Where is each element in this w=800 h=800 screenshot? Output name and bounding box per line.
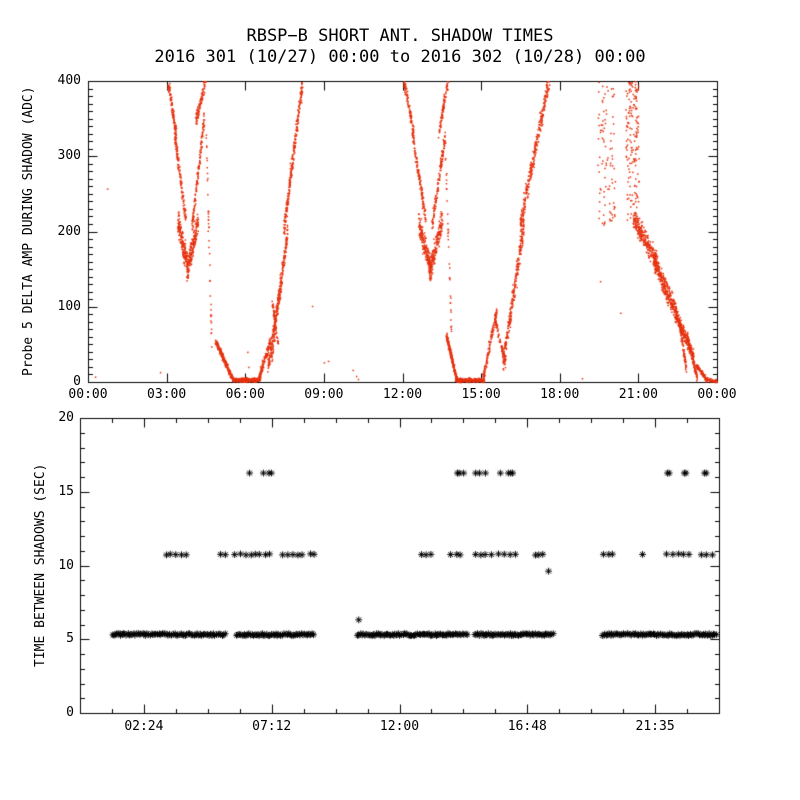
bottom-y-tick-label: 20 <box>58 410 74 425</box>
top-x-tick-label: 15:00 <box>461 387 501 402</box>
bottom-x-tick-label: 16:48 <box>507 719 547 734</box>
top-x-tick-label: 18:00 <box>540 387 580 402</box>
top-panel-y-axis-title: Probe 5 DELTA AMP DURING SHADOW (ADC) <box>21 86 36 377</box>
top-x-tick-label: 00:00 <box>697 387 737 402</box>
top-x-tick-label: 21:00 <box>618 387 658 402</box>
bottom-y-tick-label: 10 <box>58 557 74 573</box>
bottom-panel-y-axis-title: TIME BETWEEN SHADOWS (SEC) <box>33 463 48 668</box>
figure-title: RBSP−B SHORT ANT. SHADOW TIMES <box>246 26 554 46</box>
top-y-tick-label: 300 <box>57 148 81 164</box>
bottom-y-tick-label: 5 <box>66 631 74 647</box>
top-x-tick-label: 06:00 <box>225 387 265 402</box>
bottom-x-tick-label: 02:24 <box>124 719 164 734</box>
top-x-tick-label: 12:00 <box>382 387 423 402</box>
bottom-x-tick-label: 21:35 <box>635 719 675 734</box>
bottom-x-tick-label: 12:00 <box>379 719 420 734</box>
top-x-tick-label: 03:00 <box>147 387 187 402</box>
figure-subtitle: 2016 301 (10/27) 00:00 to 2016 302 (10/2… <box>154 47 646 67</box>
top-y-tick-label: 100 <box>57 298 81 314</box>
top-x-tick-label: 00:00 <box>68 387 108 402</box>
top-y-tick-label: 200 <box>57 223 81 239</box>
top-y-tick-label: 0 <box>73 374 81 389</box>
bottom-x-tick-label: 07:12 <box>252 719 292 734</box>
top-x-tick-label: 09:00 <box>304 387 344 402</box>
top-y-tick-label: 400 <box>57 73 81 88</box>
bottom-y-tick-label: 15 <box>58 483 74 499</box>
bottom-y-tick-label: 0 <box>66 705 74 720</box>
